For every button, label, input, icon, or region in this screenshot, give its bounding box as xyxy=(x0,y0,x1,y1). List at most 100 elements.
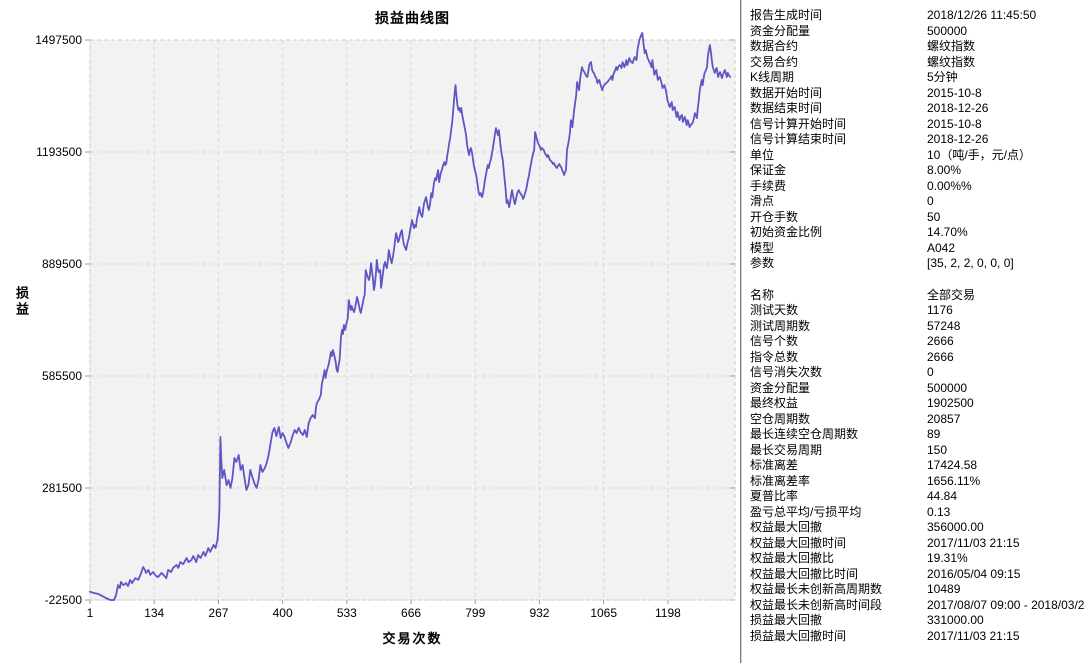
x-tick-label: 932 xyxy=(529,606,549,620)
report-row-label: 保证金 xyxy=(750,163,787,177)
report-row-label: 指令总数 xyxy=(750,349,799,364)
report-row: 单位 10（吨/手，元/点） xyxy=(742,148,1085,164)
report-row-label: 初始资金比例 xyxy=(750,225,823,239)
report-row: 数据开始时间 2015-10-8 xyxy=(742,86,1085,102)
report-row-value: 150 xyxy=(927,442,948,457)
report-row-label: 权益最大回撤时间 xyxy=(750,535,847,550)
report-row-label: 权益最长未创新高时间段 xyxy=(750,597,883,612)
report-row: 报告生成时间 2018/12/26 11:45:50 xyxy=(742,8,1085,24)
report-row-label: 最长交易周期 xyxy=(750,442,823,457)
report-row-value: 20857 xyxy=(927,411,961,426)
report-row: 权益最长未创新高时间段 2017/08/07 09:00 - 2018/03/2 xyxy=(742,598,1085,614)
report-row: 滑点 0 xyxy=(742,194,1085,210)
report-row-value: 89 xyxy=(927,427,941,441)
report-row-value: 57248 xyxy=(927,318,961,333)
chart-title: 损益曲线图 xyxy=(375,10,450,26)
report-row: 开仓手数 50 xyxy=(742,210,1085,226)
report-row: 最长连续空仓周期数 89 xyxy=(742,427,1085,443)
report-row-value: 2017/08/07 09:00 - 2018/03/2 xyxy=(927,597,1085,612)
report-row-value: 2666 xyxy=(927,349,954,364)
report-row-value: 0 xyxy=(927,194,934,208)
y-tick-label: 1497500 xyxy=(35,33,82,47)
report-row-label: 信号消失次数 xyxy=(750,365,823,379)
report-row-label: 数据开始时间 xyxy=(750,85,823,100)
report-row-value: 2017/11/03 21:15 xyxy=(927,535,1020,550)
x-tick-label: 666 xyxy=(401,606,421,620)
report-row: K线周期 5分钟 xyxy=(742,70,1085,86)
report-row-label: 测试周期数 xyxy=(750,318,811,333)
report-row-label: 资金分配量 xyxy=(750,380,811,395)
report-row: 指令总数 2666 xyxy=(742,350,1085,366)
report-row-label: 资金分配量 xyxy=(750,23,811,38)
report-row-value: 2018-12-26 xyxy=(927,101,989,115)
report-row: 最长交易周期 150 xyxy=(742,443,1085,459)
report-row-label: 损益最大回撤时间 xyxy=(750,628,847,643)
report-row-label: 名称 xyxy=(750,287,775,302)
x-tick-label: 533 xyxy=(337,606,357,620)
y-tick-label: -22500 xyxy=(45,593,83,607)
report-row: 权益最大回撤时间 2017/11/03 21:15 xyxy=(742,536,1085,552)
report-row-value: 2666 xyxy=(927,334,954,348)
report-row-value: 2015-10-8 xyxy=(927,85,982,100)
report-row-label: 数据结束时间 xyxy=(750,101,823,115)
report-row: 交易合约 螺纹指数 xyxy=(742,55,1085,71)
report-row-value: 全部交易 xyxy=(927,287,976,302)
report-row-label: 标准离差率 xyxy=(750,473,811,488)
report-row-value: 44.84 xyxy=(927,489,958,503)
x-axis-title: 交易次数 xyxy=(382,631,443,646)
report-row-label: 交易合约 xyxy=(750,54,799,69)
x-tick-label: 400 xyxy=(273,606,293,620)
report-row: 盈亏总平均/亏损平均 0.13 xyxy=(742,505,1085,521)
report-row-label: 标准离差 xyxy=(750,458,799,472)
report-row: 数据合约 螺纹指数 xyxy=(742,39,1085,55)
y-tick-label: 281500 xyxy=(42,481,82,495)
x-tick-label: 134 xyxy=(144,606,164,620)
x-tick-label: 799 xyxy=(465,606,485,620)
report-row-value: 14.70% xyxy=(927,225,968,239)
report-row: 名称 全部交易 xyxy=(742,288,1085,304)
report-row: 资金分配量 500000 xyxy=(742,24,1085,40)
report-row: 资金分配量 500000 xyxy=(742,381,1085,397)
report-row-label: 模型 xyxy=(750,240,775,255)
report-row-label: 权益最大回撤比 xyxy=(750,551,835,565)
report-row-value: 5分钟 xyxy=(927,70,958,84)
report-row: 测试周期数 57248 xyxy=(742,319,1085,335)
report-row: 最终权益 1902500 xyxy=(742,396,1085,412)
report-row-value: 331000.00 xyxy=(927,613,984,627)
report-row-value: 10489 xyxy=(927,582,961,596)
report-row-label: 信号计算结束时间 xyxy=(750,132,847,146)
report-row-value: 0.13 xyxy=(927,504,951,519)
report-row: 测试天数 1176 xyxy=(742,303,1085,319)
y-axis-title: 损益 xyxy=(14,286,29,318)
report-row-label: 权益最大回撤比时间 xyxy=(750,566,859,581)
report-row-value: 2018/12/26 11:45:50 xyxy=(927,8,1037,22)
report-row-value: 356000.00 xyxy=(927,520,984,534)
report-row-value: 1176 xyxy=(927,303,953,317)
x-tick-label: 1 xyxy=(87,606,94,620)
report-row: 手续费 0.00%% xyxy=(742,179,1085,195)
report-row-value: 10（吨/手，元/点） xyxy=(927,147,1032,162)
report-row-label: 报告生成时间 xyxy=(750,8,823,22)
report-panel: 报告生成时间 2018/12/26 11:45:50 资金分配量 500000 数据合约… xyxy=(740,0,1085,663)
report-row-value: 500000 xyxy=(927,23,968,38)
report-row: 空仓周期数 20857 xyxy=(742,412,1085,428)
report-row-label: 测试天数 xyxy=(750,303,799,317)
report-row: 参数 [35, 2, 2, 0, 0, 0] xyxy=(742,256,1085,272)
report-row-value: 50 xyxy=(927,209,941,224)
x-tick-label: 1065 xyxy=(590,606,617,620)
y-tick-label: 889500 xyxy=(42,257,82,271)
report-info-section: 报告生成时间 2018/12/26 11:45:50 资金分配量 500000 数据合约… xyxy=(742,8,1085,272)
x-tick-label: 1198 xyxy=(655,606,681,620)
report-row: 初始资金比例 14.70% xyxy=(742,225,1085,241)
report-row-label: 最长连续空仓周期数 xyxy=(750,427,859,441)
report-stats-section: 名称 全部交易测试天数 1176 测试周期数 57248 信号个数 2666 指令总数 2666… xyxy=(742,288,1085,645)
report-row-label: 信号个数 xyxy=(750,334,799,348)
report-row: 模型 A042 xyxy=(742,241,1085,257)
report-row-value: 17424.58 xyxy=(927,458,978,472)
report-row-label: 单位 xyxy=(750,147,775,162)
report-row: 信号计算结束时间 2018-12-26 xyxy=(742,132,1085,148)
report-row-value: 0 xyxy=(927,365,934,379)
report-row-value: 2015-10-8 xyxy=(927,116,982,131)
report-row-label: 最终权益 xyxy=(750,396,799,410)
report-row-label: 盈亏总平均/亏损平均 xyxy=(750,504,862,519)
